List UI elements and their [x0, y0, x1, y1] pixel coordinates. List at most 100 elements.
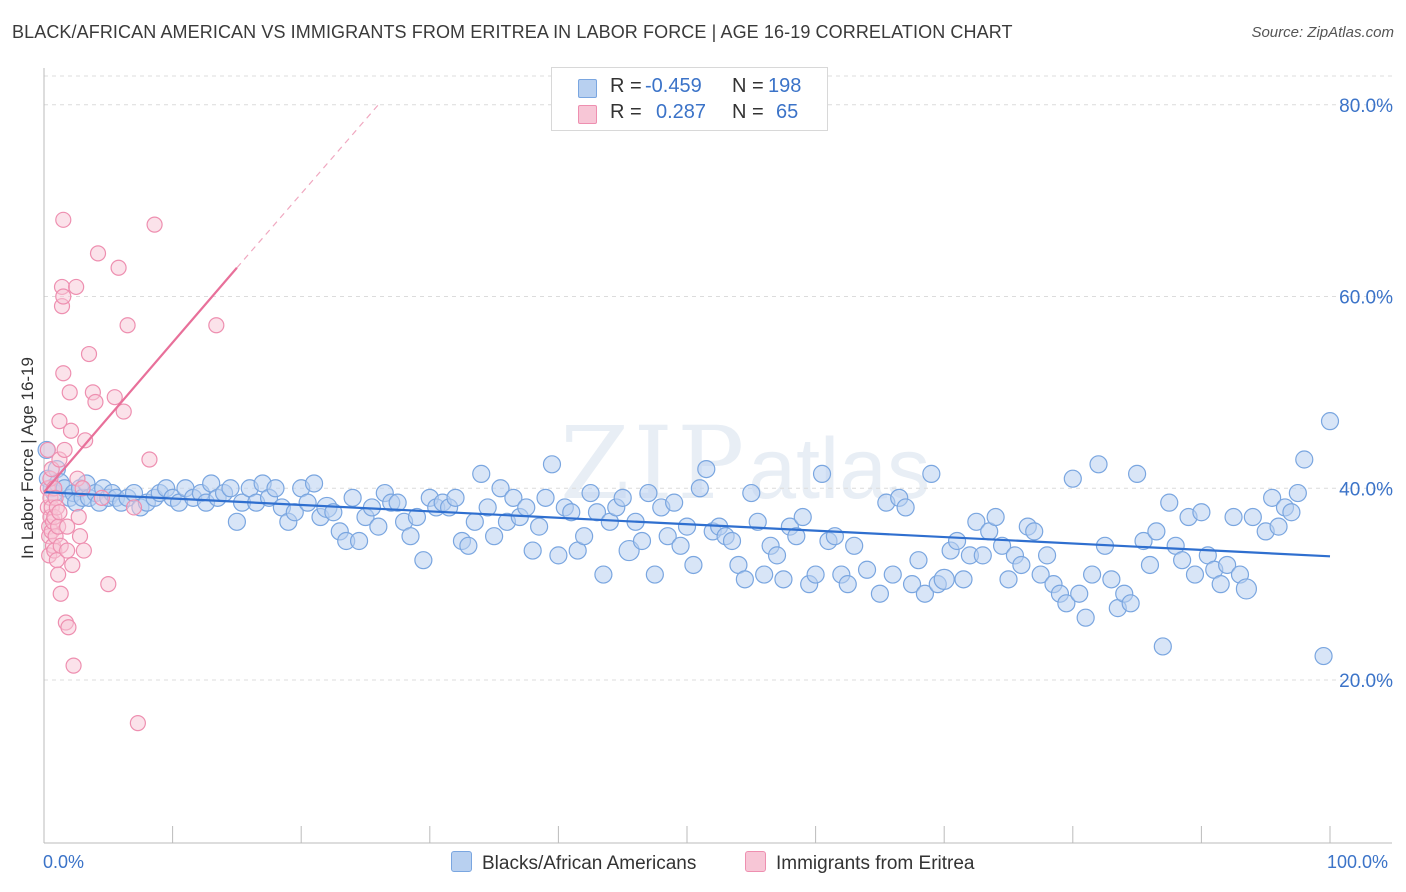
data-point-blacks [774, 570, 793, 589]
data-point-blacks [1295, 450, 1314, 469]
data-point-eritrea [77, 432, 94, 449]
series-eritrea-points [39, 211, 225, 732]
x-tick-label-min: 0.0% [43, 852, 85, 872]
data-point-eritrea [51, 413, 68, 430]
data-point-blacks [684, 555, 703, 575]
data-point-eritrea [39, 441, 56, 459]
gridlines [44, 75, 1392, 681]
legend-n-label: N = [732, 75, 764, 97]
y-axis-title: In Labor Force | Age 16-19 [18, 357, 37, 559]
data-point-eritrea [61, 384, 78, 401]
data-point-eritrea [146, 216, 163, 233]
y-tick-labels: 20.0% 40.0% 60.0% 80.0% [1339, 96, 1393, 692]
data-point-blacks [575, 527, 594, 546]
bottom-legend-label: Blacks/African Americans [482, 853, 697, 874]
data-point-blacks [1192, 503, 1211, 522]
data-point-blacks [1314, 646, 1333, 666]
data-point-eritrea [115, 403, 132, 420]
data-point-blacks [1224, 507, 1243, 527]
data-point-blacks [523, 541, 542, 560]
data-point-blacks [632, 531, 652, 551]
data-point-blacks [1057, 594, 1076, 613]
data-point-blacks [324, 503, 343, 522]
data-point-eritrea [106, 389, 123, 406]
data-point-blacks [1134, 531, 1153, 551]
data-point-blacks [221, 479, 240, 498]
data-point-blacks [1070, 584, 1089, 603]
data-point-blacks [298, 493, 317, 512]
data-point-eritrea [100, 576, 117, 593]
data-point-blacks [1063, 469, 1082, 488]
trend-line-blacks [43, 490, 1331, 558]
data-point-eritrea [51, 504, 68, 521]
source-label: Source: ZipAtlas.com [1251, 24, 1394, 41]
legend-r-value: -0.459 [645, 75, 702, 97]
data-point-blacks [658, 527, 677, 546]
data-point-blacks [1076, 608, 1095, 627]
bottom-legend-blacks[interactable]: Blacks/African Americans [451, 851, 696, 875]
data-point-blacks [407, 507, 427, 527]
data-point-blacks [639, 483, 658, 503]
bottom-legend-swatch-blue [451, 851, 472, 872]
data-point-eritrea [89, 245, 107, 262]
data-point-blacks [517, 498, 536, 517]
data-point-blacks [1263, 488, 1282, 507]
data-point-blacks [618, 539, 640, 562]
data-point-blacks [742, 483, 761, 503]
data-point-blacks [581, 483, 600, 503]
data-point-blacks [388, 493, 407, 512]
data-point-blacks [343, 488, 362, 507]
data-point-blacks [735, 570, 754, 589]
data-point-blacks [1031, 565, 1050, 584]
data-point-blacks [793, 507, 812, 527]
data-point-blacks [613, 488, 632, 507]
trend-line-eritrea [43, 267, 238, 493]
data-point-blacks [748, 512, 767, 531]
data-point-blacks [446, 488, 465, 507]
data-point-eritrea [59, 518, 76, 535]
bottom-legend-label: Immigrants from Eritrea [776, 853, 975, 874]
data-point-eritrea [125, 499, 143, 516]
data-point-blacks [677, 517, 697, 536]
data-point-blacks [349, 531, 369, 551]
data-point-eritrea [80, 345, 98, 363]
data-point-blacks [1025, 522, 1044, 541]
data-point-blacks [472, 464, 491, 483]
data-point-blacks [838, 575, 857, 594]
data-point-blacks [1243, 507, 1262, 527]
watermark-main: ZIP [560, 405, 749, 522]
data-point-blacks [857, 560, 877, 579]
data-point-blacks [1153, 637, 1172, 656]
data-point-blacks [902, 575, 922, 594]
data-point-blacks [954, 570, 973, 589]
data-point-blacks [812, 464, 832, 483]
data-point-blacks [1102, 570, 1121, 589]
data-point-blacks [1082, 565, 1102, 584]
trend-lines [43, 104, 1331, 558]
data-point-blacks [1160, 493, 1179, 512]
data-point-eritrea [65, 657, 82, 674]
data-point-blacks [999, 570, 1018, 589]
data-point-blacks [542, 455, 562, 474]
data-point-blacks [755, 565, 774, 584]
data-point-blacks [665, 493, 684, 512]
data-point-blacks [485, 527, 504, 546]
data-point-blacks [227, 512, 246, 531]
data-point-blacks [530, 517, 549, 536]
data-point-blacks [1121, 594, 1140, 613]
data-point-blacks [459, 536, 478, 555]
chart-title: BLACK/AFRICAN AMERICAN VS IMMIGRANTS FRO… [12, 22, 1013, 42]
data-point-blacks [967, 512, 986, 531]
data-point-eritrea [141, 451, 158, 468]
legend-r-value: 0.287 [656, 101, 707, 123]
data-point-eritrea [62, 422, 80, 439]
data-point-blacks [1173, 551, 1192, 570]
bottom-legend-eritrea[interactable]: Immigrants from Eritrea [745, 851, 974, 875]
data-point-eritrea [74, 480, 91, 497]
data-point-blacks [1235, 578, 1258, 600]
data-point-blacks [915, 584, 935, 603]
data-point-blacks [1320, 412, 1340, 431]
data-point-eritrea [87, 393, 104, 411]
x-tick-label-max: 100.0% [1327, 852, 1389, 872]
